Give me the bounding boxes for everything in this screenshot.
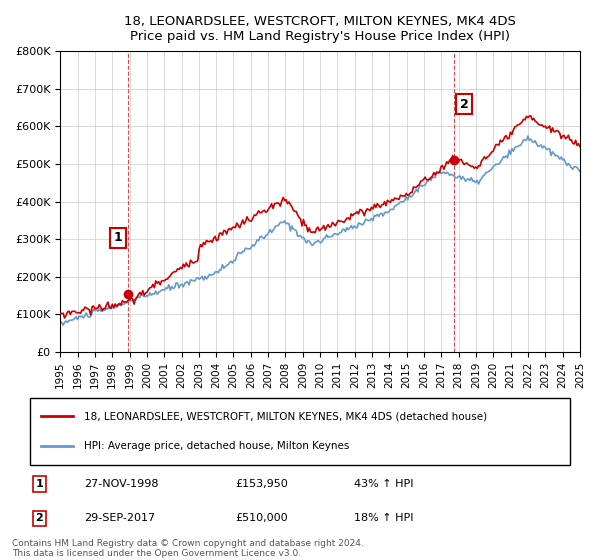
Text: Contains HM Land Registry data © Crown copyright and database right 2024.
This d: Contains HM Land Registry data © Crown c…: [12, 539, 364, 558]
Text: 2: 2: [460, 97, 469, 110]
Text: £153,950: £153,950: [235, 479, 288, 489]
Text: 2: 2: [35, 514, 43, 524]
Text: HPI: Average price, detached house, Milton Keynes: HPI: Average price, detached house, Milt…: [84, 441, 349, 451]
Text: 18, LEONARDSLEE, WESTCROFT, MILTON KEYNES, MK4 4DS (detached house): 18, LEONARDSLEE, WESTCROFT, MILTON KEYNE…: [84, 412, 487, 422]
Text: 29-SEP-2017: 29-SEP-2017: [84, 514, 155, 524]
Text: £510,000: £510,000: [235, 514, 288, 524]
Text: 18% ↑ HPI: 18% ↑ HPI: [354, 514, 413, 524]
FancyBboxPatch shape: [30, 398, 570, 465]
Text: 27-NOV-1998: 27-NOV-1998: [84, 479, 158, 489]
Text: 1: 1: [114, 231, 122, 244]
Text: 1: 1: [35, 479, 43, 489]
Title: 18, LEONARDSLEE, WESTCROFT, MILTON KEYNES, MK4 4DS
Price paid vs. HM Land Regist: 18, LEONARDSLEE, WESTCROFT, MILTON KEYNE…: [124, 15, 516, 43]
Text: 43% ↑ HPI: 43% ↑ HPI: [354, 479, 413, 489]
